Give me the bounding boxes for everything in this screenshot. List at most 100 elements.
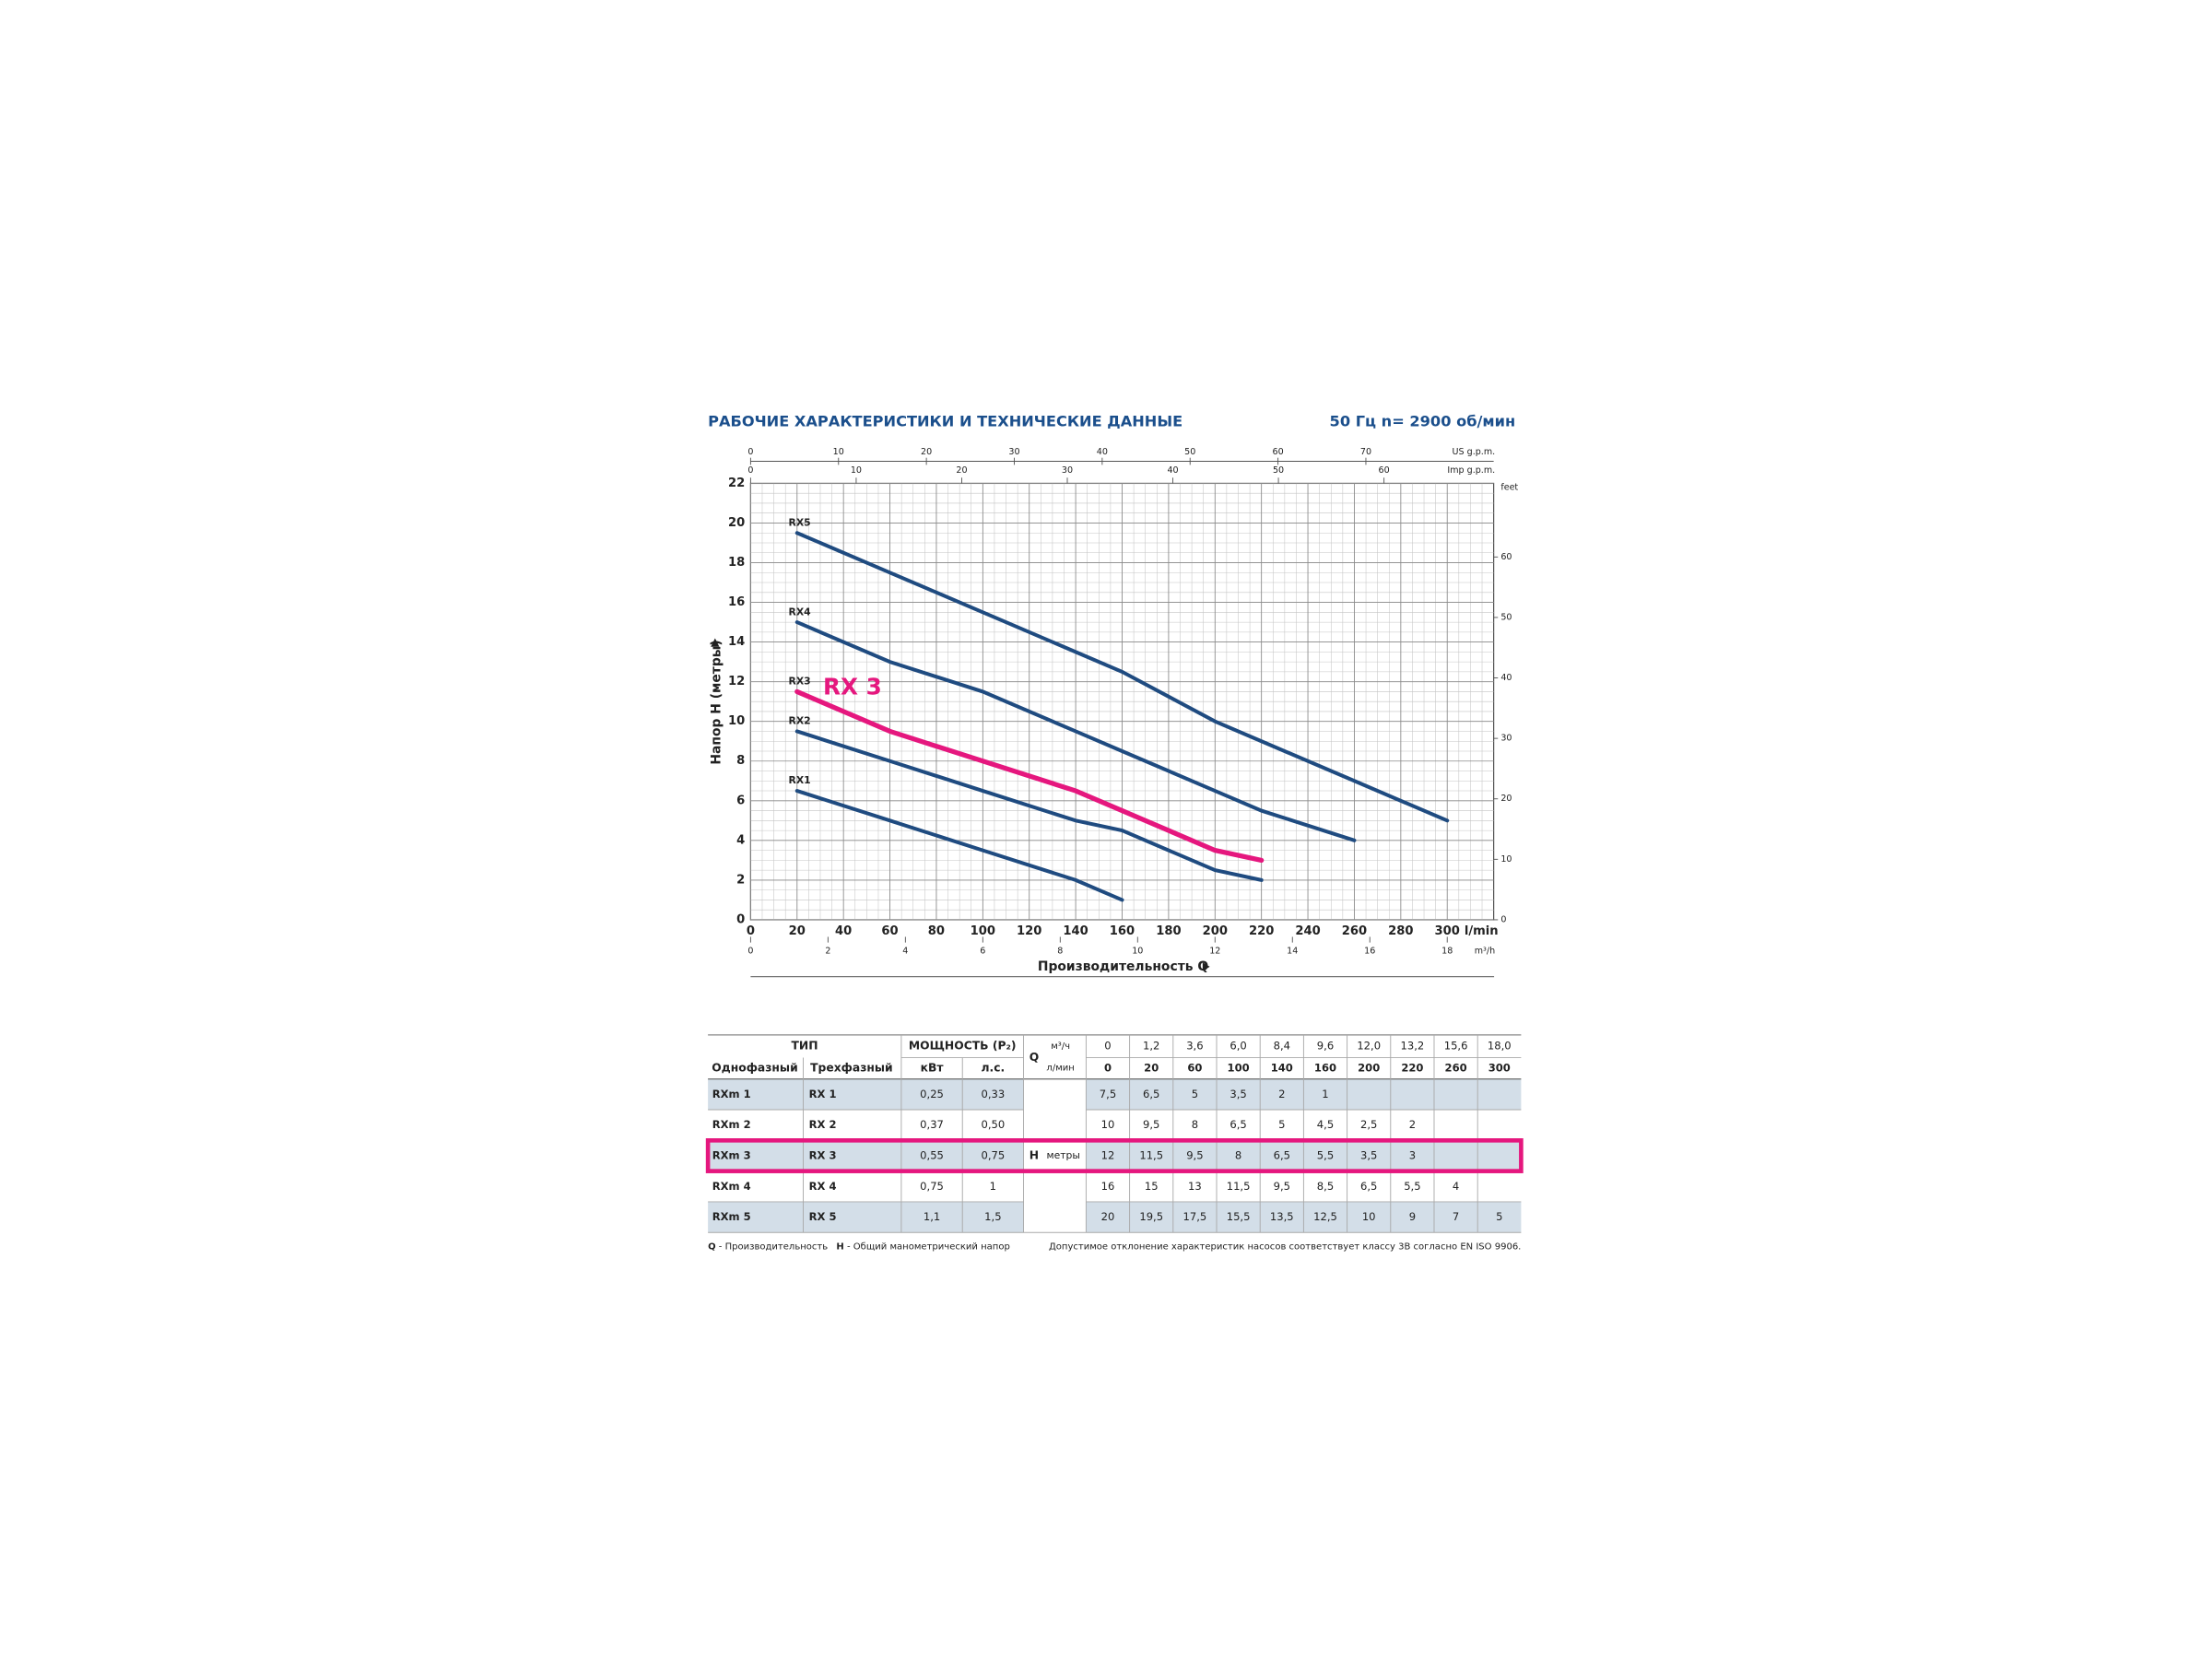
table-text: 6,5	[1143, 1088, 1159, 1100]
table-text: 7,5	[1100, 1088, 1116, 1100]
x-tick-label: 180	[1156, 924, 1181, 938]
y2-tick-label: 0	[1500, 914, 1506, 924]
table-text: 5	[1278, 1118, 1285, 1131]
table-text: RXm 3	[712, 1148, 751, 1161]
y2-tick-label: 30	[1500, 734, 1512, 744]
secondary-axis-label: m³/h	[1475, 946, 1495, 956]
x-tick-label: 240	[1295, 924, 1320, 938]
secondary-tick-label: 70	[1360, 447, 1371, 457]
table-text: 13,2	[1401, 1040, 1425, 1053]
series-label: RX1	[789, 774, 811, 786]
table-text: 4,5	[1317, 1118, 1334, 1131]
table-text: 5	[1192, 1088, 1198, 1100]
table-text: 13,5	[1270, 1210, 1294, 1223]
series-line	[794, 789, 1124, 902]
secondary-tick-label: 60	[1379, 465, 1390, 476]
table-text: л/мин	[1046, 1063, 1074, 1073]
highlight-frame	[705, 1138, 1524, 1173]
table-text: 9,6	[1317, 1040, 1334, 1053]
table-text: 12,0	[1357, 1040, 1381, 1053]
y-tick-label: 0	[736, 912, 745, 926]
x-tick-label: 20	[789, 924, 806, 938]
x-tick-label: 280	[1388, 924, 1413, 938]
table-text: 200	[1358, 1062, 1380, 1075]
y-tick-label: 2	[736, 873, 745, 887]
table-text: 18,0	[1488, 1040, 1512, 1053]
secondary-tick-label: 0	[747, 465, 753, 476]
table-text: 1	[1322, 1088, 1328, 1100]
table-text: 8,5	[1317, 1180, 1334, 1193]
series-line	[794, 620, 1357, 842]
x-tick-label: 120	[1017, 924, 1041, 938]
secondary-tick-label: 50	[1273, 465, 1284, 476]
x-tick-label: 220	[1249, 924, 1274, 938]
y-tick-label: 10	[728, 714, 745, 728]
table-text: 220	[1401, 1062, 1423, 1075]
table-text: 0,33	[982, 1088, 1006, 1100]
table-text: 19,5	[1139, 1210, 1163, 1223]
secondary-tick-label: 4	[902, 946, 908, 956]
x-tick-label: 0	[747, 924, 755, 938]
y-tick-label: 16	[728, 595, 745, 609]
table-text: RXm 4	[712, 1180, 751, 1193]
table-text: 4	[1453, 1180, 1459, 1193]
secondary-tick-label: 10	[1132, 946, 1143, 956]
table-text: 140	[1271, 1062, 1293, 1075]
secondary-tick-label: 18	[1441, 946, 1453, 956]
secondary-tick-label: 60	[1273, 447, 1284, 457]
y2-tick-label: 10	[1500, 854, 1512, 865]
y-axis-title: Напор H (метры)	[709, 640, 724, 764]
table-text: 260	[1445, 1062, 1467, 1075]
table-text: 5,5	[1404, 1180, 1420, 1193]
table-text: 11,5	[1227, 1180, 1251, 1193]
row-shade	[708, 1140, 1024, 1171]
footnote-key: Q	[708, 1242, 716, 1253]
footnote-right: Допустимое отклонение характеристик насо…	[1049, 1242, 1521, 1253]
secondary-tick-label: 2	[825, 946, 830, 956]
table-text: 6,5	[1360, 1180, 1377, 1193]
secondary-tick-label: 12	[1209, 946, 1220, 956]
table-text: 0,75	[920, 1180, 944, 1193]
secondary-tick-label: 6	[980, 946, 985, 956]
x-tick-label: 200	[1203, 924, 1228, 938]
table-text: Однофазный	[712, 1062, 797, 1075]
table-text: RX 3	[809, 1148, 837, 1161]
secondary-tick-label: 14	[1287, 946, 1298, 956]
table-text: 0,25	[920, 1088, 944, 1100]
table-text: 1,2	[1143, 1040, 1159, 1053]
table-text: 20	[1144, 1062, 1159, 1075]
series-line	[794, 688, 1265, 863]
table-text: 9,5	[1186, 1148, 1203, 1161]
footnote-left: Q - Производительность H - Общий манометр…	[708, 1241, 1010, 1253]
table-text: 2	[1409, 1118, 1416, 1131]
table-text: 9,5	[1143, 1118, 1159, 1131]
secondary-tick-label: 0	[747, 946, 753, 956]
x-tick-label: 260	[1342, 924, 1367, 938]
y-tick-label: 20	[728, 516, 745, 530]
table-text: 8	[1192, 1118, 1198, 1131]
row-shade	[708, 1201, 1024, 1233]
table-text: 8,4	[1274, 1040, 1290, 1053]
x-axis-title: Производительность Q	[1038, 959, 1208, 974]
x-tick-label: 40	[835, 924, 852, 938]
table-text: 9,5	[1274, 1180, 1290, 1193]
table-text: 3,6	[1186, 1040, 1203, 1053]
table-text: 160	[1314, 1062, 1336, 1075]
table-text: 17,5	[1183, 1210, 1207, 1223]
y2-axis-label: feet	[1500, 483, 1518, 493]
table-text: 3,5	[1360, 1148, 1377, 1161]
table-text: 100	[1228, 1062, 1250, 1075]
table-text: 8	[1235, 1148, 1241, 1161]
table-text: RX 2	[809, 1118, 837, 1131]
footnote-text: - Производительность	[716, 1242, 829, 1253]
secondary-tick-label: 10	[833, 447, 844, 457]
table-text: 5	[1496, 1210, 1502, 1223]
y-tick-label: 8	[736, 754, 745, 768]
table-text: 0,50	[982, 1118, 1006, 1131]
secondary-axis-label: US g.p.m.	[1453, 447, 1496, 457]
table-text: 1,5	[984, 1210, 1001, 1223]
table-text: 2	[1278, 1088, 1285, 1100]
x-tick-label: 80	[928, 924, 945, 938]
